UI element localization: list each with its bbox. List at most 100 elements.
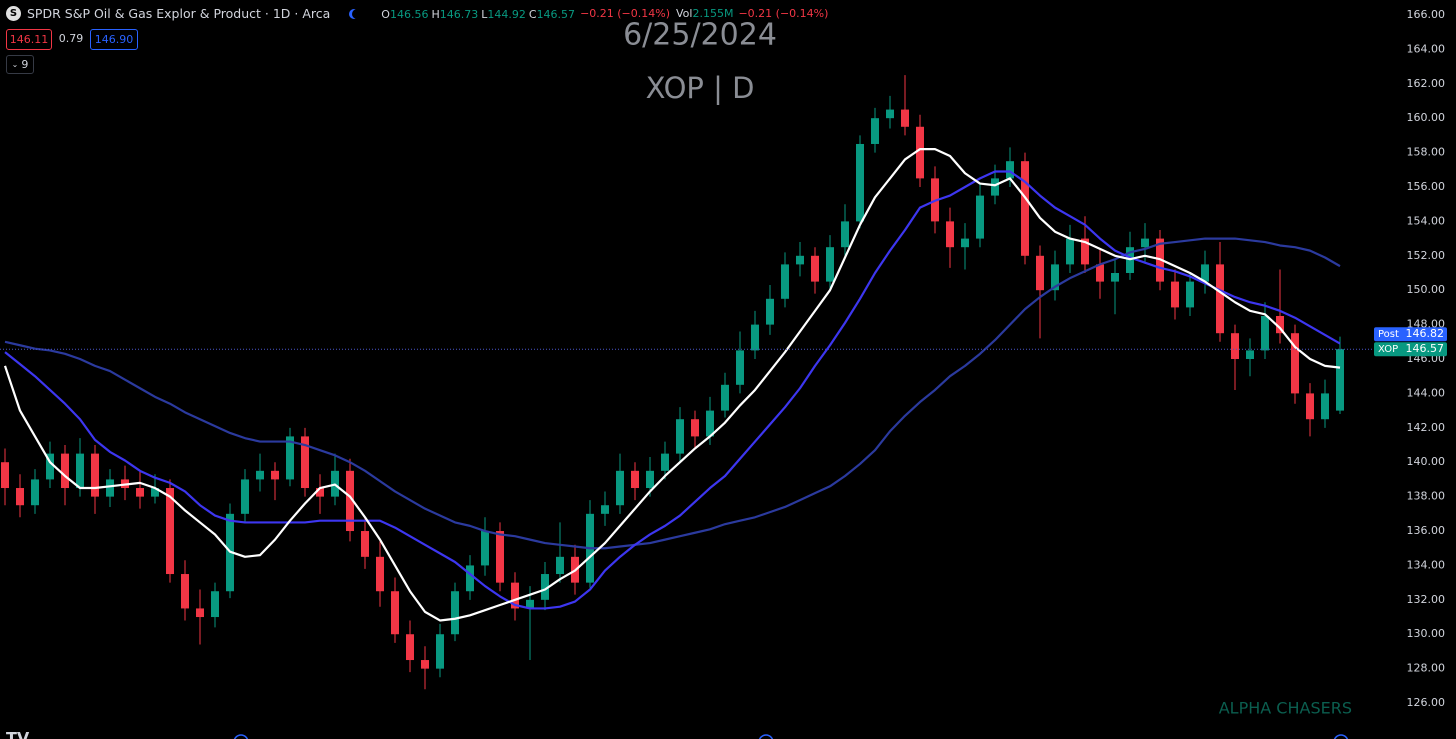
candle-body [1036, 255, 1044, 291]
change: −0.21 (−0.14%) [580, 7, 671, 20]
candle-body [1, 462, 9, 489]
candle-body [946, 221, 954, 248]
y-tick-label: 132.00 [1407, 593, 1446, 606]
candle-body [391, 591, 399, 635]
candle-body [166, 488, 174, 575]
candle-body [1291, 333, 1299, 394]
tv-logo: TV [6, 729, 30, 739]
candle-body [556, 556, 564, 575]
y-tick-label: 150.00 [1407, 283, 1446, 296]
candle-body [781, 264, 789, 299]
candle-body [346, 470, 354, 532]
candle-body [451, 591, 459, 635]
y-tick-label: 138.00 [1407, 490, 1446, 503]
scroll-marker[interactable] [233, 734, 249, 739]
candle-body [361, 531, 369, 557]
sell-button[interactable]: 146.11 [6, 29, 52, 50]
candle-body [796, 255, 804, 265]
candle-body [16, 488, 24, 506]
y-tick-label: 152.00 [1407, 249, 1446, 262]
y-tick-label: 128.00 [1407, 662, 1446, 675]
quote-value: 146.57 [536, 8, 576, 21]
price-tag [1374, 342, 1447, 357]
candle-body [91, 453, 99, 497]
candle-body [961, 238, 969, 248]
spread: 0.79 [58, 32, 84, 45]
moving-average-line [4, 170, 1341, 610]
candle-body [901, 109, 909, 127]
candle-body [871, 118, 879, 144]
candle-body [1066, 238, 1074, 265]
quote-value: 146.73 [439, 8, 479, 21]
candle-body [886, 109, 894, 119]
candle-body [106, 479, 114, 497]
candle-body [676, 419, 684, 454]
candle-body [736, 350, 744, 385]
price-tag-label: Post [1378, 329, 1399, 340]
candle-body [61, 453, 69, 489]
candle-body [76, 453, 84, 489]
y-tick-label: 160.00 [1407, 111, 1446, 124]
candle-body [1276, 316, 1284, 334]
y-tick-label: 144.00 [1407, 386, 1446, 399]
candle-body [1216, 264, 1224, 334]
watermark-date: 6/25/2024 [623, 18, 777, 53]
symbol-icon: S [6, 6, 21, 21]
candle-body [316, 488, 324, 497]
candle-body [196, 608, 204, 618]
candle-body [631, 470, 639, 489]
candle-body [31, 479, 39, 506]
candle-body [1246, 350, 1254, 360]
candle-body [706, 410, 714, 437]
candle-body [646, 470, 654, 489]
y-tick-label: 140.00 [1407, 455, 1446, 468]
candle-body [496, 531, 504, 583]
candle-body [841, 221, 849, 248]
candle-body [406, 634, 414, 661]
candle-body [211, 591, 219, 618]
indicators-toggle[interactable]: ⌄ 9 [6, 55, 34, 74]
y-tick-label: 164.00 [1407, 42, 1446, 55]
candle-body [661, 453, 669, 471]
quote-key: C [528, 8, 537, 21]
y-tick-label: 130.00 [1407, 627, 1446, 640]
scroll-marker[interactable] [1333, 734, 1349, 739]
symbol-name[interactable]: SPDR S&P Oil & Gas Explor & Product · 1D… [27, 6, 331, 21]
candle-body [976, 195, 984, 239]
candle-body [991, 178, 999, 196]
candle-body [301, 436, 309, 489]
quote-key: H [431, 8, 440, 21]
legend-header: S SPDR S&P Oil & Gas Explor & Product · … [6, 6, 828, 21]
candle-body [241, 479, 249, 514]
candle-body [691, 419, 699, 437]
candle-body [136, 488, 144, 497]
scroll-marker[interactable] [758, 734, 774, 739]
candle-body [811, 255, 819, 282]
quote-key: O [381, 8, 390, 21]
price-tag-value: 146.57 [1406, 342, 1445, 355]
vol-key: Vol [676, 7, 693, 20]
candle-body [256, 470, 264, 480]
moving-average-line [4, 237, 1341, 550]
candle-body [286, 436, 294, 480]
candle-body [1021, 161, 1029, 256]
candle-body [1111, 272, 1119, 282]
buy-button[interactable]: 146.90 [90, 29, 138, 50]
candle-body [1051, 264, 1059, 291]
y-tick-label: 126.00 [1407, 696, 1446, 709]
candle-body [376, 556, 384, 592]
candle-body [181, 574, 189, 609]
candle-body [601, 505, 609, 514]
candle-body [1336, 349, 1344, 411]
moving-average-line [3, 148, 1341, 622]
vol-change: −0.21 (−0.14%) [738, 7, 829, 20]
candle-body [481, 531, 489, 566]
candle-body [916, 126, 924, 179]
watermark-symbol: XOP | D [646, 71, 755, 105]
price-tag [1374, 327, 1447, 342]
candle-body [1201, 264, 1209, 282]
candle-body [421, 660, 429, 669]
candle-body [1186, 281, 1194, 308]
candle-body [466, 565, 474, 592]
